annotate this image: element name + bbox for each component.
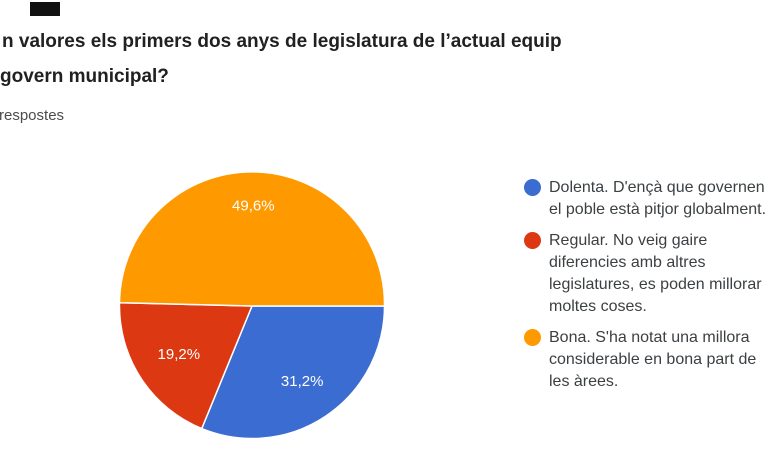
legend-item-line: Regular. No veig gaire — [549, 232, 708, 249]
legend-item-text: Regular. No veig gaire diferencies amb al… — [549, 230, 762, 318]
pie-slice-percentage-dolenta: 31,2% — [281, 373, 324, 390]
legend-item-dolenta: Dolenta. D'ençà que governen el poble est… — [524, 177, 780, 221]
legend-dot-dolenta — [524, 179, 541, 196]
pie-slice-bona[interactable] — [118, 172, 386, 307]
pie-slice-percentage-regular: 19,2% — [158, 346, 201, 363]
legend-item-line: legislatures, es poden millorar — [549, 276, 762, 293]
legend-item-line: considerable en bona part de — [549, 351, 757, 368]
question-title: n valores els primers dos anys de legisl… — [0, 24, 562, 94]
legend-item-line: les àrees. — [549, 373, 619, 390]
pie-chart: 31,2% 19,2% 49,6% — [118, 172, 386, 440]
pie-slice-regular[interactable] — [118, 301, 254, 430]
legend-item-line: moltes coses. — [549, 298, 647, 315]
legend-dot-bona — [524, 329, 541, 346]
legend-item-line: el poble està pitjor globalment. — [549, 201, 767, 218]
question-title-line2: govern municipal? — [0, 66, 169, 87]
legend-item-line: diferencies amb altres — [549, 254, 706, 271]
question-title-line1: n valores els primers dos anys de legisl… — [2, 31, 562, 52]
legend-item-line: Dolenta. D'ençà que governen — [549, 179, 765, 196]
legend-dot-regular — [524, 232, 541, 249]
legend-item-line: Bona. S'ha notat una millora — [549, 329, 750, 346]
legend-item-regular: Regular. No veig gaire diferencies amb al… — [524, 230, 780, 318]
legend-item-text: Dolenta. D'ençà que governen el poble est… — [549, 177, 766, 221]
legend-item-text: Bona. S'ha notat una millora considerable… — [549, 327, 756, 393]
chart-legend: Dolenta. D'ençà que governen el poble est… — [524, 177, 780, 393]
pie-slice-dolenta[interactable] — [200, 305, 386, 440]
pie-slice-percentage-bona: 49,6% — [232, 197, 275, 214]
black-rectangle-artifact — [30, 2, 60, 16]
legend-item-bona: Bona. S'ha notat una millora considerable… — [524, 327, 780, 393]
responses-count-label: respostes — [0, 107, 65, 124]
